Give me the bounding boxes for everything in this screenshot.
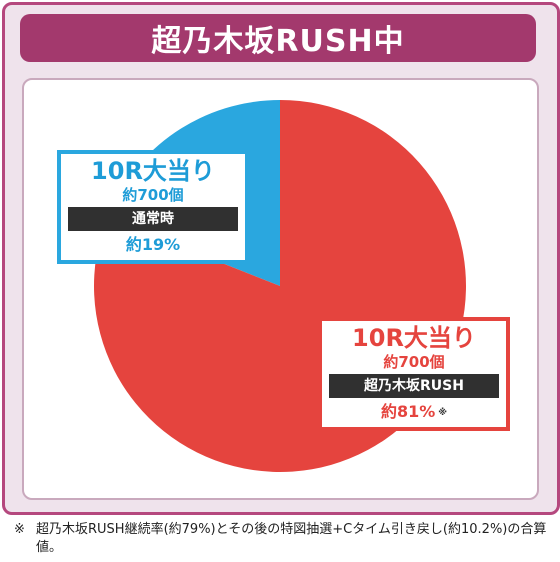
slice-label-title: 10R大当り — [91, 157, 215, 185]
slice-label-percent: 約81% — [380, 402, 436, 421]
slice-label-percent: 約19% — [125, 235, 181, 254]
slice-label-title: 10R大当り — [352, 324, 476, 352]
slice-label-condition: 通常時 — [68, 207, 238, 231]
note-mark: ※ — [438, 407, 448, 418]
slice-label-condition: 超乃木坂RUSH — [329, 374, 499, 398]
footnote-mark: ※ — [14, 522, 25, 537]
footnote: ※ 超乃木坂RUSH継続率(約79%)とその後の特図抽選+Cタイム引き戻し(約1… — [14, 521, 554, 557]
chart-title: 超乃木坂RUSH中 — [20, 14, 536, 62]
slice-label-count: 約700個 — [383, 353, 445, 371]
slice-label-count: 約700個 — [122, 186, 184, 204]
footnote-text: 超乃木坂RUSH継続率(約79%)とその後の特図抽選+Cタイム引き戻し(約10.… — [36, 522, 547, 555]
slice-label-percent-row: 約81% ※ — [322, 400, 506, 425]
slice-label-rush: 10R大当り 約700個 超乃木坂RUSH 約81% ※ — [318, 317, 510, 431]
slice-label-normal: 10R大当り 約700個 通常時 約19% — [57, 150, 249, 264]
